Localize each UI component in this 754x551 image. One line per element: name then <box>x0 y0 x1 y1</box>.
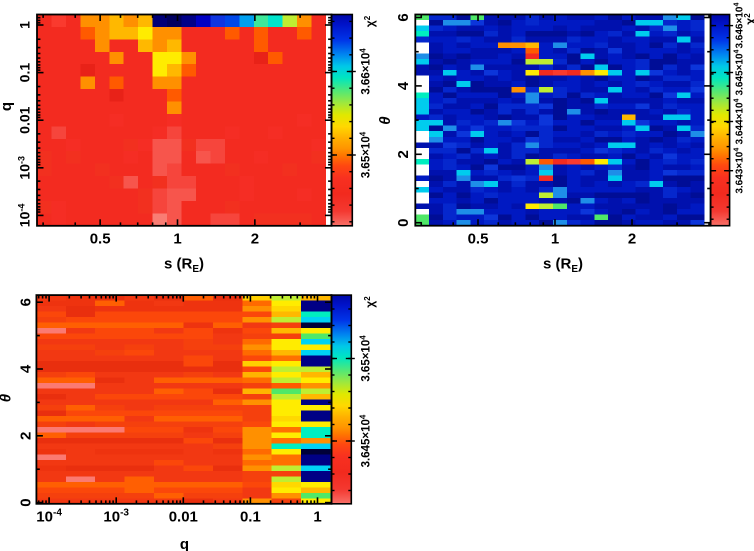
svg-text:0.1: 0.1 <box>240 509 261 526</box>
svg-text:q: q <box>0 102 15 111</box>
svg-text:4: 4 <box>18 364 35 373</box>
svg-text:χ2: χ2 <box>363 15 377 27</box>
svg-text:3.645×104: 3.645×104 <box>734 49 746 95</box>
svg-text:3.644×104: 3.644×104 <box>734 98 746 144</box>
svg-text:3.643×104: 3.643×104 <box>734 148 746 194</box>
svg-text:3.65×104: 3.65×104 <box>359 335 373 382</box>
svg-text:1: 1 <box>313 509 321 526</box>
svg-text:0.5: 0.5 <box>468 231 489 248</box>
svg-text:2: 2 <box>251 231 259 248</box>
svg-text:1: 1 <box>17 21 33 29</box>
svg-text:6: 6 <box>395 13 412 21</box>
svg-text:3.65×104: 3.65×104 <box>359 131 373 178</box>
svg-text:q: q <box>180 536 189 551</box>
svg-text:3.645×104: 3.645×104 <box>359 414 373 467</box>
svg-text:0.01: 0.01 <box>17 106 33 133</box>
svg-text:1: 1 <box>173 231 181 248</box>
svg-text:1: 1 <box>551 231 559 248</box>
svg-text:χ2: χ2 <box>743 13 754 25</box>
svg-text:2: 2 <box>395 150 412 158</box>
svg-text:0: 0 <box>18 498 35 506</box>
svg-text:0.01: 0.01 <box>169 509 198 526</box>
svg-text:6: 6 <box>18 298 35 306</box>
svg-text:χ2: χ2 <box>363 296 377 308</box>
svg-text:2: 2 <box>628 231 636 248</box>
svg-text:θ: θ <box>377 116 394 125</box>
svg-text:2: 2 <box>18 432 35 440</box>
svg-text:θ: θ <box>0 393 15 402</box>
svg-text:0.5: 0.5 <box>90 231 111 248</box>
svg-text:0.1: 0.1 <box>17 63 33 83</box>
svg-text:3.66×104: 3.66×104 <box>359 48 373 95</box>
svg-text:3.646×104: 3.646×104 <box>734 3 746 49</box>
svg-text:4: 4 <box>395 81 412 90</box>
svg-text:0: 0 <box>395 219 412 227</box>
